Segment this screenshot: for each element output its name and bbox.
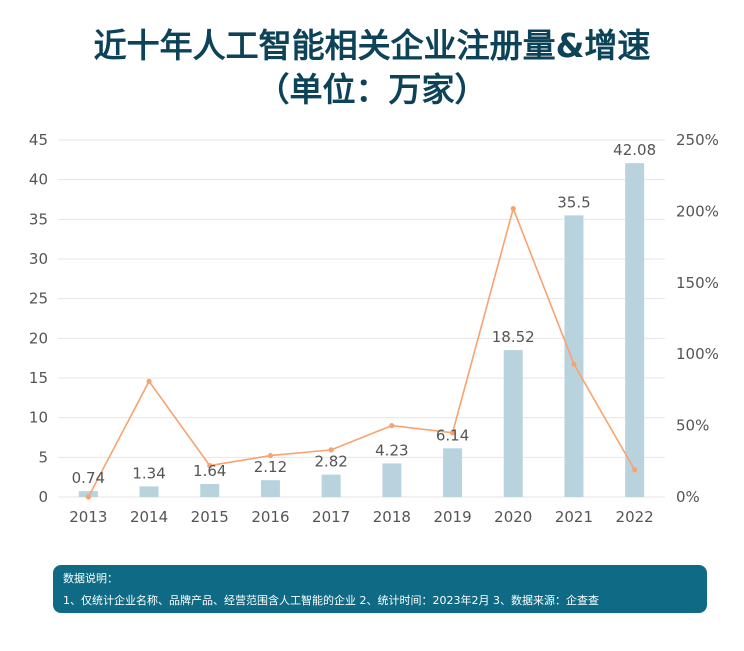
growth-point [571,361,577,367]
bar-value-label: 42.08 [613,141,656,159]
bar [564,215,584,497]
note-heading: 数据说明： [63,572,118,585]
chart-title: 近十年人工智能相关企业注册量&增速 [93,26,651,65]
x-tick-label: 2013 [69,508,107,526]
x-tick-label: 2020 [494,508,532,526]
y-right-tick-label: 250% [676,131,719,149]
label-layer: 0.74 1.34 1.64 2.12 2.82 4.23 6.14 18.52 35.5 42.… [72,141,656,487]
y-right-tick-label: 50% [676,417,709,435]
bar [78,491,98,497]
bar [382,463,402,497]
x-tick-label: 2016 [251,508,289,526]
y-left-tick-label: 45 [29,131,48,149]
bar-value-label: 35.5 [557,193,590,211]
bar-value-label: 18.52 [492,328,535,346]
y-left-tick-label: 10 [29,409,48,427]
bar [443,448,463,497]
growth-line [87,205,636,498]
growth-point [146,378,152,384]
y-left-tick-label: 30 [29,250,48,268]
bar-value-label: 2.82 [314,453,347,471]
bar-value-label: 1.34 [132,464,165,482]
bar [503,350,523,497]
growth-point [85,494,91,500]
growth-point [449,430,456,436]
y-left-tick-label: 5 [38,448,48,466]
growth-point [389,423,395,429]
bar-value-label: 4.23 [375,441,408,459]
x-tick-label: 2017 [312,508,350,526]
x-tick-label: 2018 [373,508,411,526]
bar-layer [78,163,645,497]
x-tick-label: 2019 [433,508,471,526]
y-left-tick-label: 40 [29,171,48,189]
y-left-tick-label: 35 [29,210,48,228]
growth-point [207,462,213,469]
y-right-tick-label: 0% [676,488,700,506]
y-right-tick-label: 100% [676,345,719,363]
line-layer [85,205,638,500]
y-right-tick-label: 200% [676,202,719,220]
x-tick-label: 2022 [616,508,654,526]
y-left-tick-label: 20 [29,329,48,347]
bar-value-label: 6.14 [436,426,469,444]
x-tick-label: 2014 [130,508,168,526]
growth-point [510,205,516,212]
x-tick-label: 2021 [555,508,593,526]
y-right-tick-label: 150% [676,274,719,292]
chart-area: 0.74 1.34 1.64 2.12 2.82 4.23 6.14 18.52 35.5 42.… [29,131,719,526]
growth-point [267,452,274,459]
bar [260,480,280,497]
x-tick-label: 2015 [191,508,229,526]
chart-subtitle: （单位：万家） [256,70,488,109]
data-note: 数据说明： 1、仅统计企业名称、品牌产品、经营范围含人工智能的企业 2、统计时间… [53,565,707,613]
bar [625,163,645,497]
axis-layer: 0 5 10 15 20 25 30 35 40 45 0% 50% 100% 150% 200% 250% 2… [29,131,719,526]
y-left-tick-label: 15 [29,369,48,387]
bar-value-label: 2.12 [254,458,287,476]
growth-point [632,467,638,473]
bar [139,486,159,497]
bar [321,474,341,497]
grid-layer [58,139,665,498]
note-body: 1、仅统计企业名称、品牌产品、经营范围含人工智能的企业 2、统计时间：2023年… [63,594,599,607]
bar [200,483,220,497]
bar-value-label: 1.64 [193,462,226,480]
y-left-tick-label: 0 [38,488,48,506]
y-left-tick-label: 25 [29,290,48,308]
bar-value-label: 0.74 [72,469,105,487]
growth-point [328,447,334,453]
